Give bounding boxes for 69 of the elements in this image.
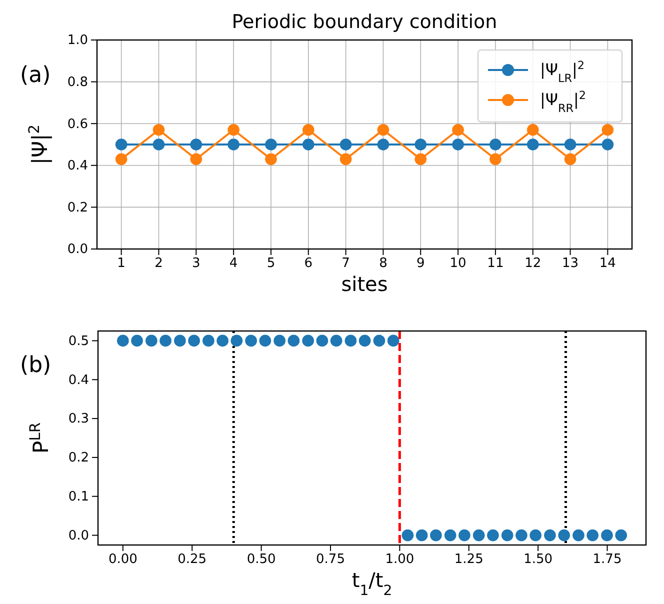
legend-label: |Ψ$_{LR}$|$^{2}$ [540, 58, 585, 84]
y-tick-label: 1.0 [67, 33, 88, 48]
point [302, 138, 314, 150]
point [340, 153, 352, 166]
x-tick-label: 6 [304, 256, 313, 272]
x-tick-label: 0.00 [108, 552, 138, 568]
point [190, 138, 202, 150]
x-tick-label: 1.75 [592, 552, 622, 568]
legend-label: |Ψ$_{RR}$|$^{2}$ [540, 88, 586, 114]
x-tick-label: 7 [342, 256, 350, 272]
point [265, 153, 277, 166]
point [526, 138, 539, 150]
x-tick-label: 14 [599, 256, 616, 272]
point [302, 124, 314, 136]
point [414, 138, 427, 150]
x-tick-label: 1.00 [385, 552, 414, 568]
point [190, 153, 202, 166]
y-tick-label: 0.2 [68, 450, 89, 466]
point [115, 138, 128, 150]
point [526, 124, 539, 136]
y-tick-label: 0.4 [67, 158, 88, 174]
x-tick-label: 1.25 [454, 552, 484, 568]
x-tick-label: 0.50 [246, 552, 276, 568]
point [152, 138, 165, 150]
x-axis-title: sites [341, 272, 388, 296]
point [490, 153, 502, 166]
y-tick-label: 0.2 [67, 200, 88, 216]
y-tick-label: 0.8 [67, 74, 88, 90]
point [414, 153, 427, 166]
x-tick-label: 2 [154, 256, 163, 272]
point [115, 153, 128, 166]
y-tick-label: 0.1 [68, 490, 89, 505]
point [452, 138, 464, 150]
x-tick-label: 10 [450, 256, 466, 272]
point [564, 138, 576, 150]
y-tick-label: 0.3 [68, 412, 89, 427]
x-tick-label: 13 [562, 256, 579, 272]
point [228, 124, 240, 136]
x-tick-label: 9 [416, 256, 425, 272]
point [340, 138, 352, 150]
point [265, 138, 277, 150]
point [228, 138, 240, 150]
point [452, 124, 464, 136]
x-tick-label: 1 [117, 256, 126, 272]
y-tick-label: 0.6 [67, 116, 88, 132]
x-tick-label: 1.50 [524, 552, 553, 568]
chart-title: Periodic boundary condition [232, 11, 498, 33]
y-tick-label: 0.0 [67, 242, 88, 258]
x-tick-label: 12 [524, 256, 542, 272]
x-axis-title: t$_{1}$/t$_{2}$ [352, 568, 392, 599]
point [377, 138, 390, 150]
x-tick-label: 8 [379, 256, 388, 272]
y-tick-label: 0.5 [68, 334, 89, 349]
x-tick-label: 4 [229, 256, 238, 272]
x-tick-label: 0.25 [178, 552, 207, 568]
x-tick-label: 5 [266, 256, 276, 272]
text: (a) [20, 63, 51, 88]
point [152, 124, 165, 136]
point [602, 124, 614, 136]
point [490, 138, 502, 150]
point [602, 138, 614, 150]
point [377, 124, 390, 136]
x-tick-label: 0.75 [316, 552, 345, 568]
x-tick-label: 11 [487, 256, 504, 272]
x-tick-label: 3 [192, 256, 200, 272]
text: (b) [20, 353, 52, 378]
y-tick-label: 0.0 [68, 528, 89, 544]
y-tick-label: 0.4 [68, 372, 89, 388]
point [564, 153, 576, 166]
